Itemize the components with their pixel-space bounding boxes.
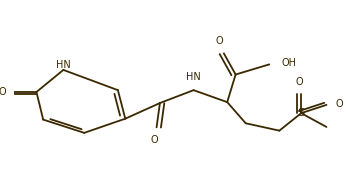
Text: HN: HN bbox=[56, 60, 71, 70]
Text: O: O bbox=[150, 135, 158, 145]
Text: O: O bbox=[336, 99, 343, 109]
Text: OH: OH bbox=[281, 58, 296, 68]
Text: O: O bbox=[296, 77, 303, 87]
Text: S: S bbox=[298, 108, 305, 118]
Text: O: O bbox=[216, 36, 224, 46]
Text: O: O bbox=[0, 87, 6, 97]
Text: HN: HN bbox=[186, 72, 200, 82]
